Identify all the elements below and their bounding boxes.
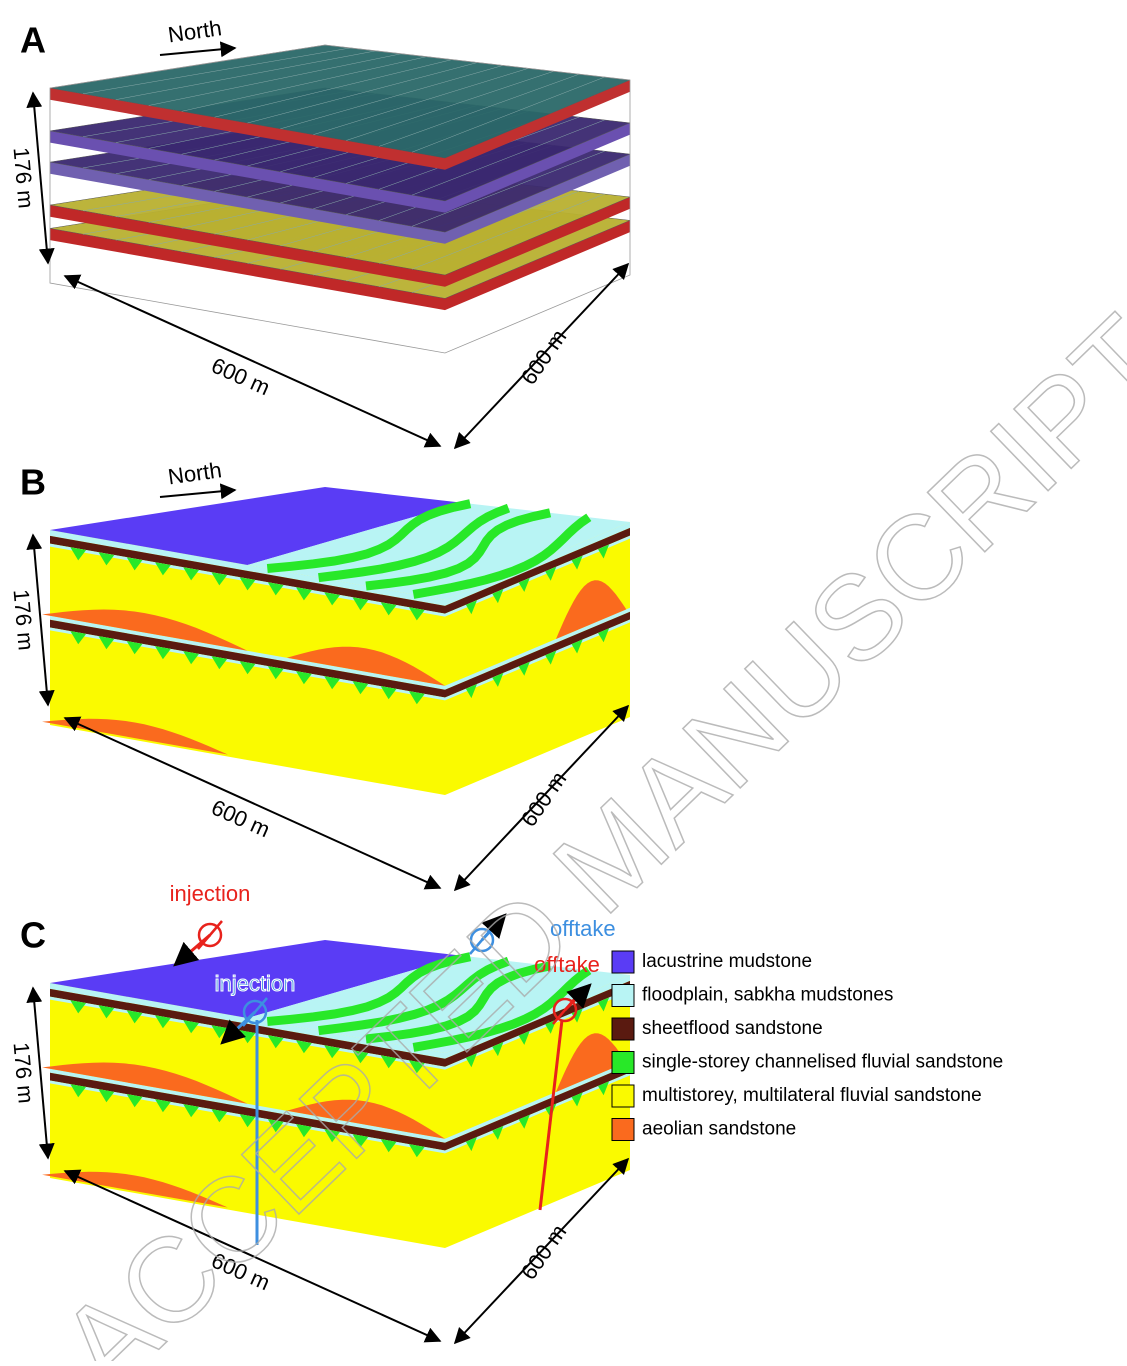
figure: A North 176 m 600 m 600 m B North 176 m 600 m 600… — [0, 0, 1127, 1361]
legend-swatch — [612, 985, 634, 1007]
height-label: 176 m — [9, 1041, 39, 1104]
legend-swatch — [612, 1018, 634, 1040]
legend-label: floodplain, sabkha mudstones — [642, 985, 893, 1006]
legend-label: single-storey channelised fluvial sandst… — [642, 1052, 1003, 1073]
legend-label: multistorey, multilateral fluvial sandst… — [642, 1085, 982, 1106]
legend-swatch — [612, 1119, 634, 1141]
width-label: 600 m — [516, 1220, 572, 1284]
north-arrow — [160, 48, 235, 55]
dim-arrow — [65, 276, 440, 446]
length-label: 600 m — [208, 795, 274, 843]
well-label: injection — [215, 971, 296, 996]
height-label: 176 m — [9, 588, 39, 651]
legend-swatch — [612, 1085, 634, 1107]
height-label: 176 m — [9, 146, 39, 209]
length-label: 600 m — [208, 353, 274, 401]
legend-label: sheetflood sandstone — [642, 1018, 823, 1039]
north-arrow — [160, 490, 235, 497]
north-label: North — [166, 457, 223, 489]
legend-swatch — [612, 1052, 634, 1074]
legend-label: lacustrine mudstone — [642, 951, 812, 972]
panel-label: B — [20, 462, 46, 503]
legend-swatch — [612, 951, 634, 973]
north-label: North — [166, 15, 223, 47]
panel-label: C — [20, 915, 46, 956]
watermark: ACCEPTED MANUSCRIPT — [35, 291, 1127, 1361]
legend-label: aeolian sandstone — [642, 1119, 796, 1140]
panel-label: A — [20, 20, 46, 61]
width-label: 600 m — [516, 325, 572, 389]
well-label: injection — [170, 881, 251, 906]
